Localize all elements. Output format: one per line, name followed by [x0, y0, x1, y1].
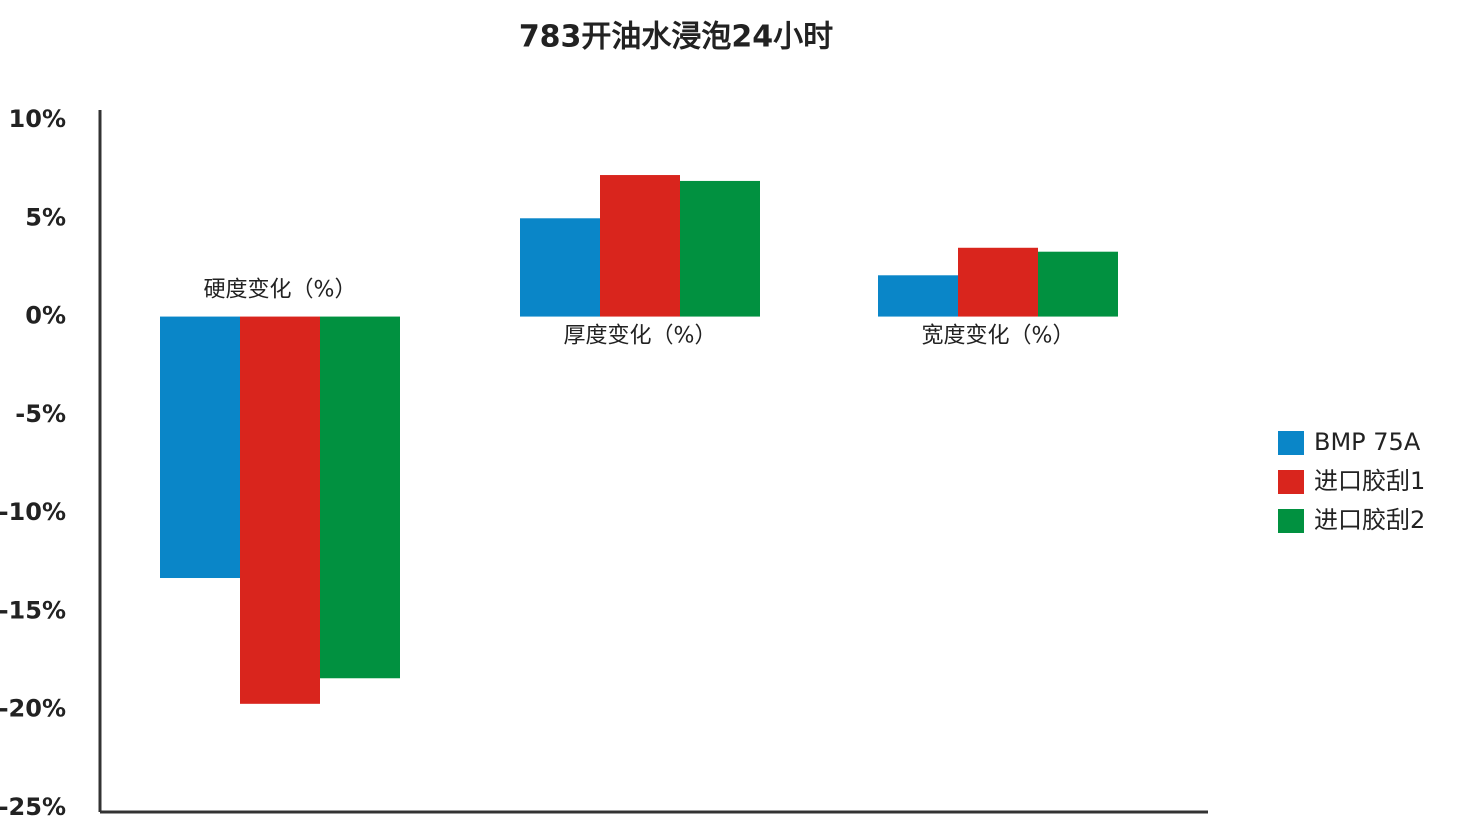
category-label: 厚度变化（%）: [564, 324, 717, 349]
legend-swatch: [1278, 470, 1304, 494]
legend-swatch: [1278, 509, 1304, 533]
legend-label: BMP 75A: [1314, 428, 1421, 456]
y-tick-label: -15%: [0, 596, 66, 624]
bar: [878, 275, 958, 317]
y-tick-label: 0%: [25, 302, 66, 330]
bar: [160, 316, 240, 579]
legend-swatch: [1278, 431, 1304, 455]
bar: [600, 175, 680, 317]
bar: [520, 218, 600, 317]
bar: [680, 180, 760, 317]
y-tick-label: -10%: [0, 498, 66, 526]
y-tick-label: 5%: [25, 203, 66, 231]
chart-title: 783开油水浸泡24小时: [519, 20, 833, 55]
category-label: 宽度变化（%）: [922, 324, 1075, 349]
y-tick-label: -20%: [0, 695, 66, 723]
y-tick-label: -5%: [15, 400, 66, 428]
bar: [958, 247, 1038, 317]
bar: [1038, 251, 1118, 317]
legend-label: 进口胶刮1: [1314, 467, 1425, 495]
y-tick-label: 10%: [9, 105, 66, 133]
bar: [240, 316, 320, 704]
legend-label: 进口胶刮2: [1314, 506, 1425, 534]
category-label: 硬度变化（%）: [204, 278, 357, 303]
bar: [320, 316, 400, 679]
y-tick-label: -25%: [0, 793, 66, 821]
